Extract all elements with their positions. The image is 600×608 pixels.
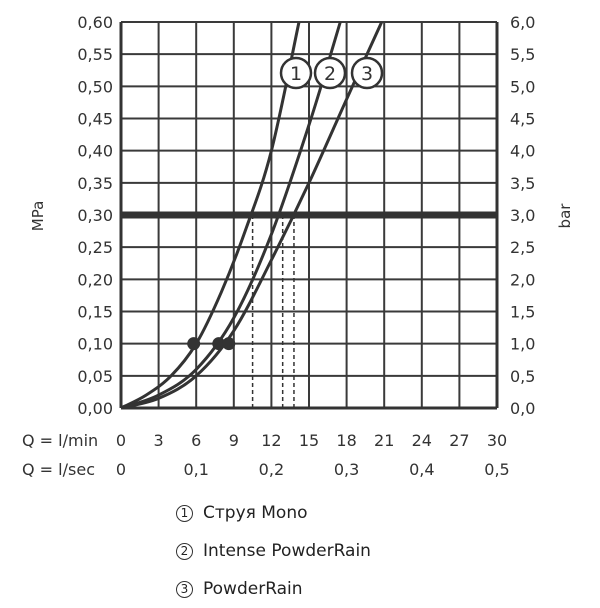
y-tick-label-mpa: 0,05: [77, 367, 113, 386]
y-tick-label-mpa: 0,35: [77, 174, 113, 193]
y-tick-label-bar: 3,5: [510, 174, 535, 193]
series-badge-circle-3: [350, 56, 384, 90]
y-tick-label-mpa: 0,30: [77, 206, 113, 225]
legend-number-circle: 3: [176, 580, 193, 598]
y-tick-label-bar: 3,0: [510, 206, 535, 225]
x-tick-label-lmin: 24: [412, 431, 432, 450]
y-tick-label-bar: 0,5: [510, 367, 535, 386]
series-line-3: [120, 21, 384, 410]
series-badge-circle-2: [313, 56, 347, 90]
x-tick-label-lmin: 0: [116, 431, 126, 450]
legend-label: Струя Mono: [203, 503, 308, 523]
y-tick-label-mpa: 0,50: [77, 77, 113, 96]
x-tick-label-lsec: 0,1: [183, 460, 208, 479]
y-tick-label-bar: 1,5: [510, 303, 535, 322]
y-axis-left-title: MPa: [29, 201, 47, 232]
series-badge-number-1: 1: [290, 63, 302, 85]
x-axis-lsec-title: Q = l/sec: [22, 460, 95, 479]
y-tick-label-bar: 0,0: [510, 399, 535, 418]
y-tick-label-bar: 4,0: [510, 142, 535, 161]
x-tick-label-lmin: 30: [487, 431, 507, 450]
legend-label: PowderRain: [203, 579, 303, 599]
x-tick-label-lsec: 0,4: [409, 460, 434, 479]
y-axis-right-title: bar: [556, 203, 574, 229]
chart-series: [120, 21, 384, 410]
x-axis-lmin-title: Q = l/min: [22, 431, 98, 450]
x-tick-label-lmin: 15: [299, 431, 319, 450]
series-marker-2: [212, 337, 226, 351]
legend-item: 1 Струя Mono: [176, 494, 371, 532]
y-tick-label-mpa: 0,40: [77, 142, 113, 161]
series-marker-1: [187, 337, 201, 351]
legend-item: 2 Intense PowderRain: [176, 532, 371, 570]
legend: 1 Струя Mono 2 Intense PowderRain 3 Powd…: [176, 494, 371, 608]
x-tick-label-lmin: 3: [154, 431, 164, 450]
x-tick-label-lmin: 12: [261, 431, 281, 450]
y-tick-label-bar: 6,0: [510, 13, 535, 32]
y-tick-label-mpa: 0,00: [77, 399, 113, 418]
chart-axes: [119, 22, 499, 410]
y-tick-label-bar: 5,0: [510, 77, 535, 96]
y-tick-label-bar: 5,5: [510, 45, 535, 64]
y-tick-label-mpa: 0,60: [77, 13, 113, 32]
x-tick-label-lmin: 18: [336, 431, 356, 450]
x-tick-label-lmin: 21: [374, 431, 394, 450]
x-tick-label-lsec: 0: [116, 460, 126, 479]
y-tick-label-bar: 2,5: [510, 238, 535, 257]
y-tick-label-mpa: 0,20: [77, 270, 113, 289]
chart-tick-labels: 0,000,050,100,150,200,250,300,350,400,45…: [77, 13, 535, 479]
legend-number-circle: 1: [176, 504, 193, 522]
series-badge-number-2: 2: [324, 63, 336, 85]
x-tick-label-lsec: 0,3: [334, 460, 359, 479]
series-badge-number-3: 3: [361, 63, 373, 85]
x-tick-label-lmin: 9: [229, 431, 239, 450]
y-tick-label-mpa: 0,10: [77, 335, 113, 354]
y-tick-label-bar: 4,5: [510, 110, 535, 129]
y-tick-label-mpa: 0,15: [77, 303, 113, 322]
legend-number-circle: 2: [176, 542, 193, 560]
legend-item: 3 PowderRain: [176, 570, 371, 608]
x-tick-label-lmin: 6: [191, 431, 201, 450]
y-tick-label-mpa: 0,45: [77, 110, 113, 129]
y-tick-label-bar: 1,0: [510, 335, 535, 354]
legend-label: Intense PowderRain: [203, 541, 371, 561]
series-line-2: [120, 21, 342, 410]
y-tick-label-mpa: 0,25: [77, 238, 113, 257]
y-tick-label-bar: 2,0: [510, 270, 535, 289]
x-tick-label-lsec: 0,5: [484, 460, 509, 479]
y-tick-label-mpa: 0,55: [77, 45, 113, 64]
series-marker-3: [222, 337, 236, 351]
x-tick-label-lsec: 0,2: [259, 460, 284, 479]
series-badge-circle-1: [279, 56, 313, 90]
x-tick-label-lmin: 27: [449, 431, 469, 450]
series-line-1: [120, 21, 301, 410]
